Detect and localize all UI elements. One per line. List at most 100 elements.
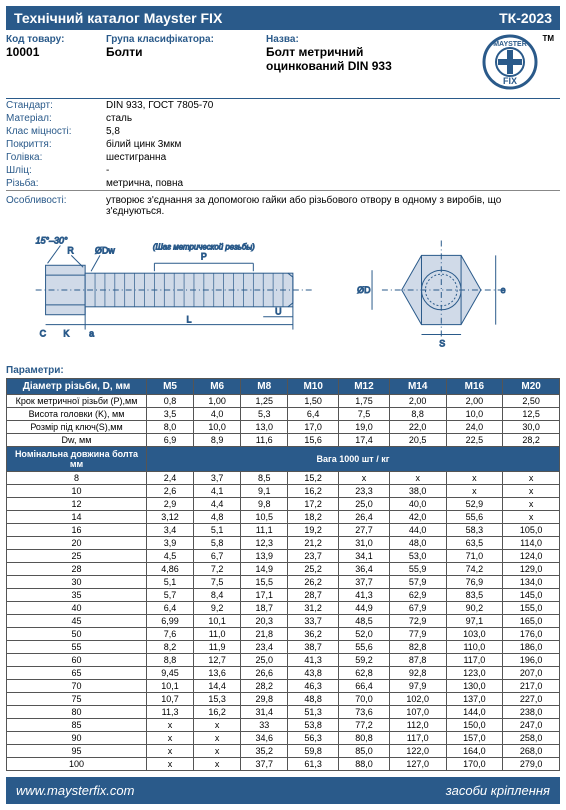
cell: 25,2: [288, 563, 339, 576]
cell: 13,9: [241, 550, 288, 563]
cell: 90,2: [446, 602, 503, 615]
cell: 18,7: [241, 602, 288, 615]
cell: 105,0: [503, 524, 560, 537]
cell: 123,0: [446, 667, 503, 680]
cell: 279,0: [503, 758, 560, 771]
cell: 42,0: [389, 511, 446, 524]
cell: 6,99: [147, 615, 194, 628]
cell: 10,1: [194, 615, 241, 628]
table-row: 659,4513,626,643,862,892,8123,0207,0: [7, 667, 560, 680]
cell: 176,0: [503, 628, 560, 641]
cell: 14,9: [241, 563, 288, 576]
spec-row: Клас міцності:5,8: [6, 125, 560, 138]
cell: 76,9: [446, 576, 503, 589]
cell: 238,0: [503, 706, 560, 719]
cell: 157,0: [446, 732, 503, 745]
cell: 6,4: [288, 408, 339, 421]
cell: 92,8: [389, 667, 446, 680]
dim-S: S: [439, 338, 445, 348]
cell: 56,3: [288, 732, 339, 745]
feature-row: Особливості: утворює з'єднання за допомо…: [6, 190, 560, 221]
cell: x: [147, 719, 194, 732]
dim-U: U: [275, 307, 281, 317]
cell: 52,9: [446, 498, 503, 511]
cell: 16,2: [288, 485, 339, 498]
table-row: Крок метричної різьби (Р),мм0,81,001,251…: [7, 395, 560, 408]
table-row: 85xx3353,877,2112,0150,0247,0: [7, 719, 560, 732]
cell: 3,12: [147, 511, 194, 524]
cell: 4,4: [194, 498, 241, 511]
dim-D: ØD: [357, 285, 370, 295]
cell: 87,8: [389, 654, 446, 667]
cell: 8,5: [241, 472, 288, 485]
cell: 2,4: [147, 472, 194, 485]
cell: 186,0: [503, 641, 560, 654]
cell: 22,5: [446, 434, 503, 447]
cell: 4,5: [147, 550, 194, 563]
spec-value: 5,8: [106, 126, 120, 137]
cell: 8,4: [194, 589, 241, 602]
cell: 7,5: [194, 576, 241, 589]
cell: 26,6: [241, 667, 288, 680]
table-row: 558,211,923,438,755,682,8110,0186,0: [7, 641, 560, 654]
cell: 27,7: [339, 524, 390, 537]
cell: 8,9: [194, 434, 241, 447]
cell: 28,2: [241, 680, 288, 693]
cell: 15,2: [288, 472, 339, 485]
code-label: Код товару:: [6, 34, 100, 45]
cell: 19,2: [288, 524, 339, 537]
spec-row: Стандарт:DIN 933, ГОСТ 7805-70: [6, 99, 560, 112]
cell: 5,3: [241, 408, 288, 421]
cell: 71,0: [446, 550, 503, 563]
length-cell: 100: [7, 758, 147, 771]
cell: 227,0: [503, 693, 560, 706]
cell: 41,3: [288, 654, 339, 667]
cell: 2,50: [503, 395, 560, 408]
table-row: 95xx35,259,885,0122,0164,0268,0: [7, 745, 560, 758]
table-row: Розмір під ключ(S),мм8,010,013,017,019,0…: [7, 421, 560, 434]
cell: 97,9: [389, 680, 446, 693]
spec-row: Матеріал:сталь: [6, 112, 560, 125]
size-header: M5: [147, 379, 194, 395]
name-value: Болт метричний оцинкований DIN 933: [266, 45, 430, 73]
length-cell: 65: [7, 667, 147, 680]
cell: 74,2: [446, 563, 503, 576]
spec-value: білий цинк 3мкм: [106, 139, 181, 150]
cell: x: [389, 472, 446, 485]
length-cell: 12: [7, 498, 147, 511]
cell: 8,8: [147, 654, 194, 667]
length-cell: 14: [7, 511, 147, 524]
cell: 24,0: [446, 421, 503, 434]
cell: 1,25: [241, 395, 288, 408]
footer-url: www.maysterfix.com: [16, 783, 134, 798]
table-row: 305,17,515,526,237,757,976,9134,0: [7, 576, 560, 589]
cell: 3,9: [147, 537, 194, 550]
cell: 59,2: [339, 654, 390, 667]
spec-row: Голівка:шестигранна: [6, 151, 560, 164]
info-section: Код товару: 10001 Група класифікатора: Б…: [6, 30, 560, 99]
cell: 55,6: [446, 511, 503, 524]
cell: x: [147, 745, 194, 758]
cell: 11,3: [147, 706, 194, 719]
cell: 15,5: [241, 576, 288, 589]
length-cell: 25: [7, 550, 147, 563]
cell: 8,0: [147, 421, 194, 434]
dim-R: R: [67, 245, 74, 255]
length-cell: 20: [7, 537, 147, 550]
cell: 15,6: [288, 434, 339, 447]
cell: 9,45: [147, 667, 194, 680]
cell: 4,8: [194, 511, 241, 524]
cell: 1,75: [339, 395, 390, 408]
footer-slogan: засоби кріплення: [446, 783, 550, 798]
cell: 38,0: [389, 485, 446, 498]
cell: 20,3: [241, 615, 288, 628]
cell: 18,2: [288, 511, 339, 524]
length-cell: 85: [7, 719, 147, 732]
cell: 129,0: [503, 563, 560, 576]
table-row: 507,611,021,836,252,077,9103,0176,0: [7, 628, 560, 641]
cell: 7,6: [147, 628, 194, 641]
feature-value: утворює з'єднання за допомогою гайки або…: [106, 195, 560, 217]
spec-value: шестигранна: [106, 152, 166, 163]
cell: 73,6: [339, 706, 390, 719]
cell: 22,0: [389, 421, 446, 434]
